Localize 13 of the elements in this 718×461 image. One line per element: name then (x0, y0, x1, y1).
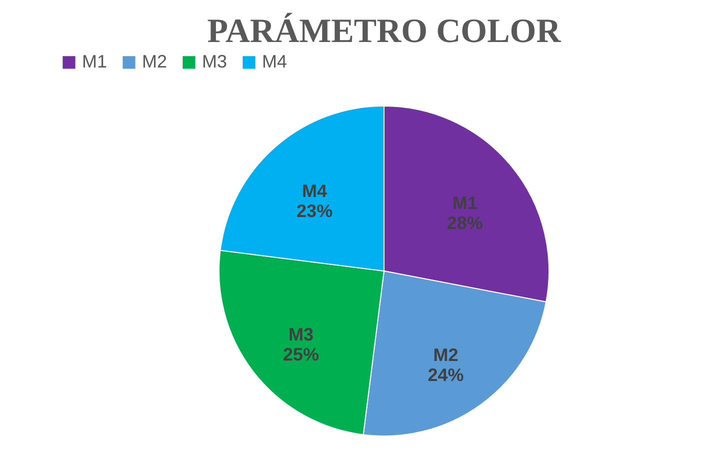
slice-label: M1 (452, 193, 478, 214)
legend-label: M4 (262, 51, 288, 72)
legend-label: M1 (82, 51, 108, 72)
data-label: 28% (446, 213, 483, 234)
data-label: 23% (296, 201, 333, 222)
slice-label: M4 (302, 181, 328, 202)
chart-title: PARÁMETRO COLOR (207, 12, 562, 50)
data-label: 25% (283, 344, 320, 364)
legend-label: M2 (142, 51, 168, 72)
slice-label: M2 (433, 344, 458, 365)
data-label: 24% (428, 364, 464, 385)
slice-label: M3 (288, 324, 314, 344)
legend-label: M3 (202, 51, 228, 72)
